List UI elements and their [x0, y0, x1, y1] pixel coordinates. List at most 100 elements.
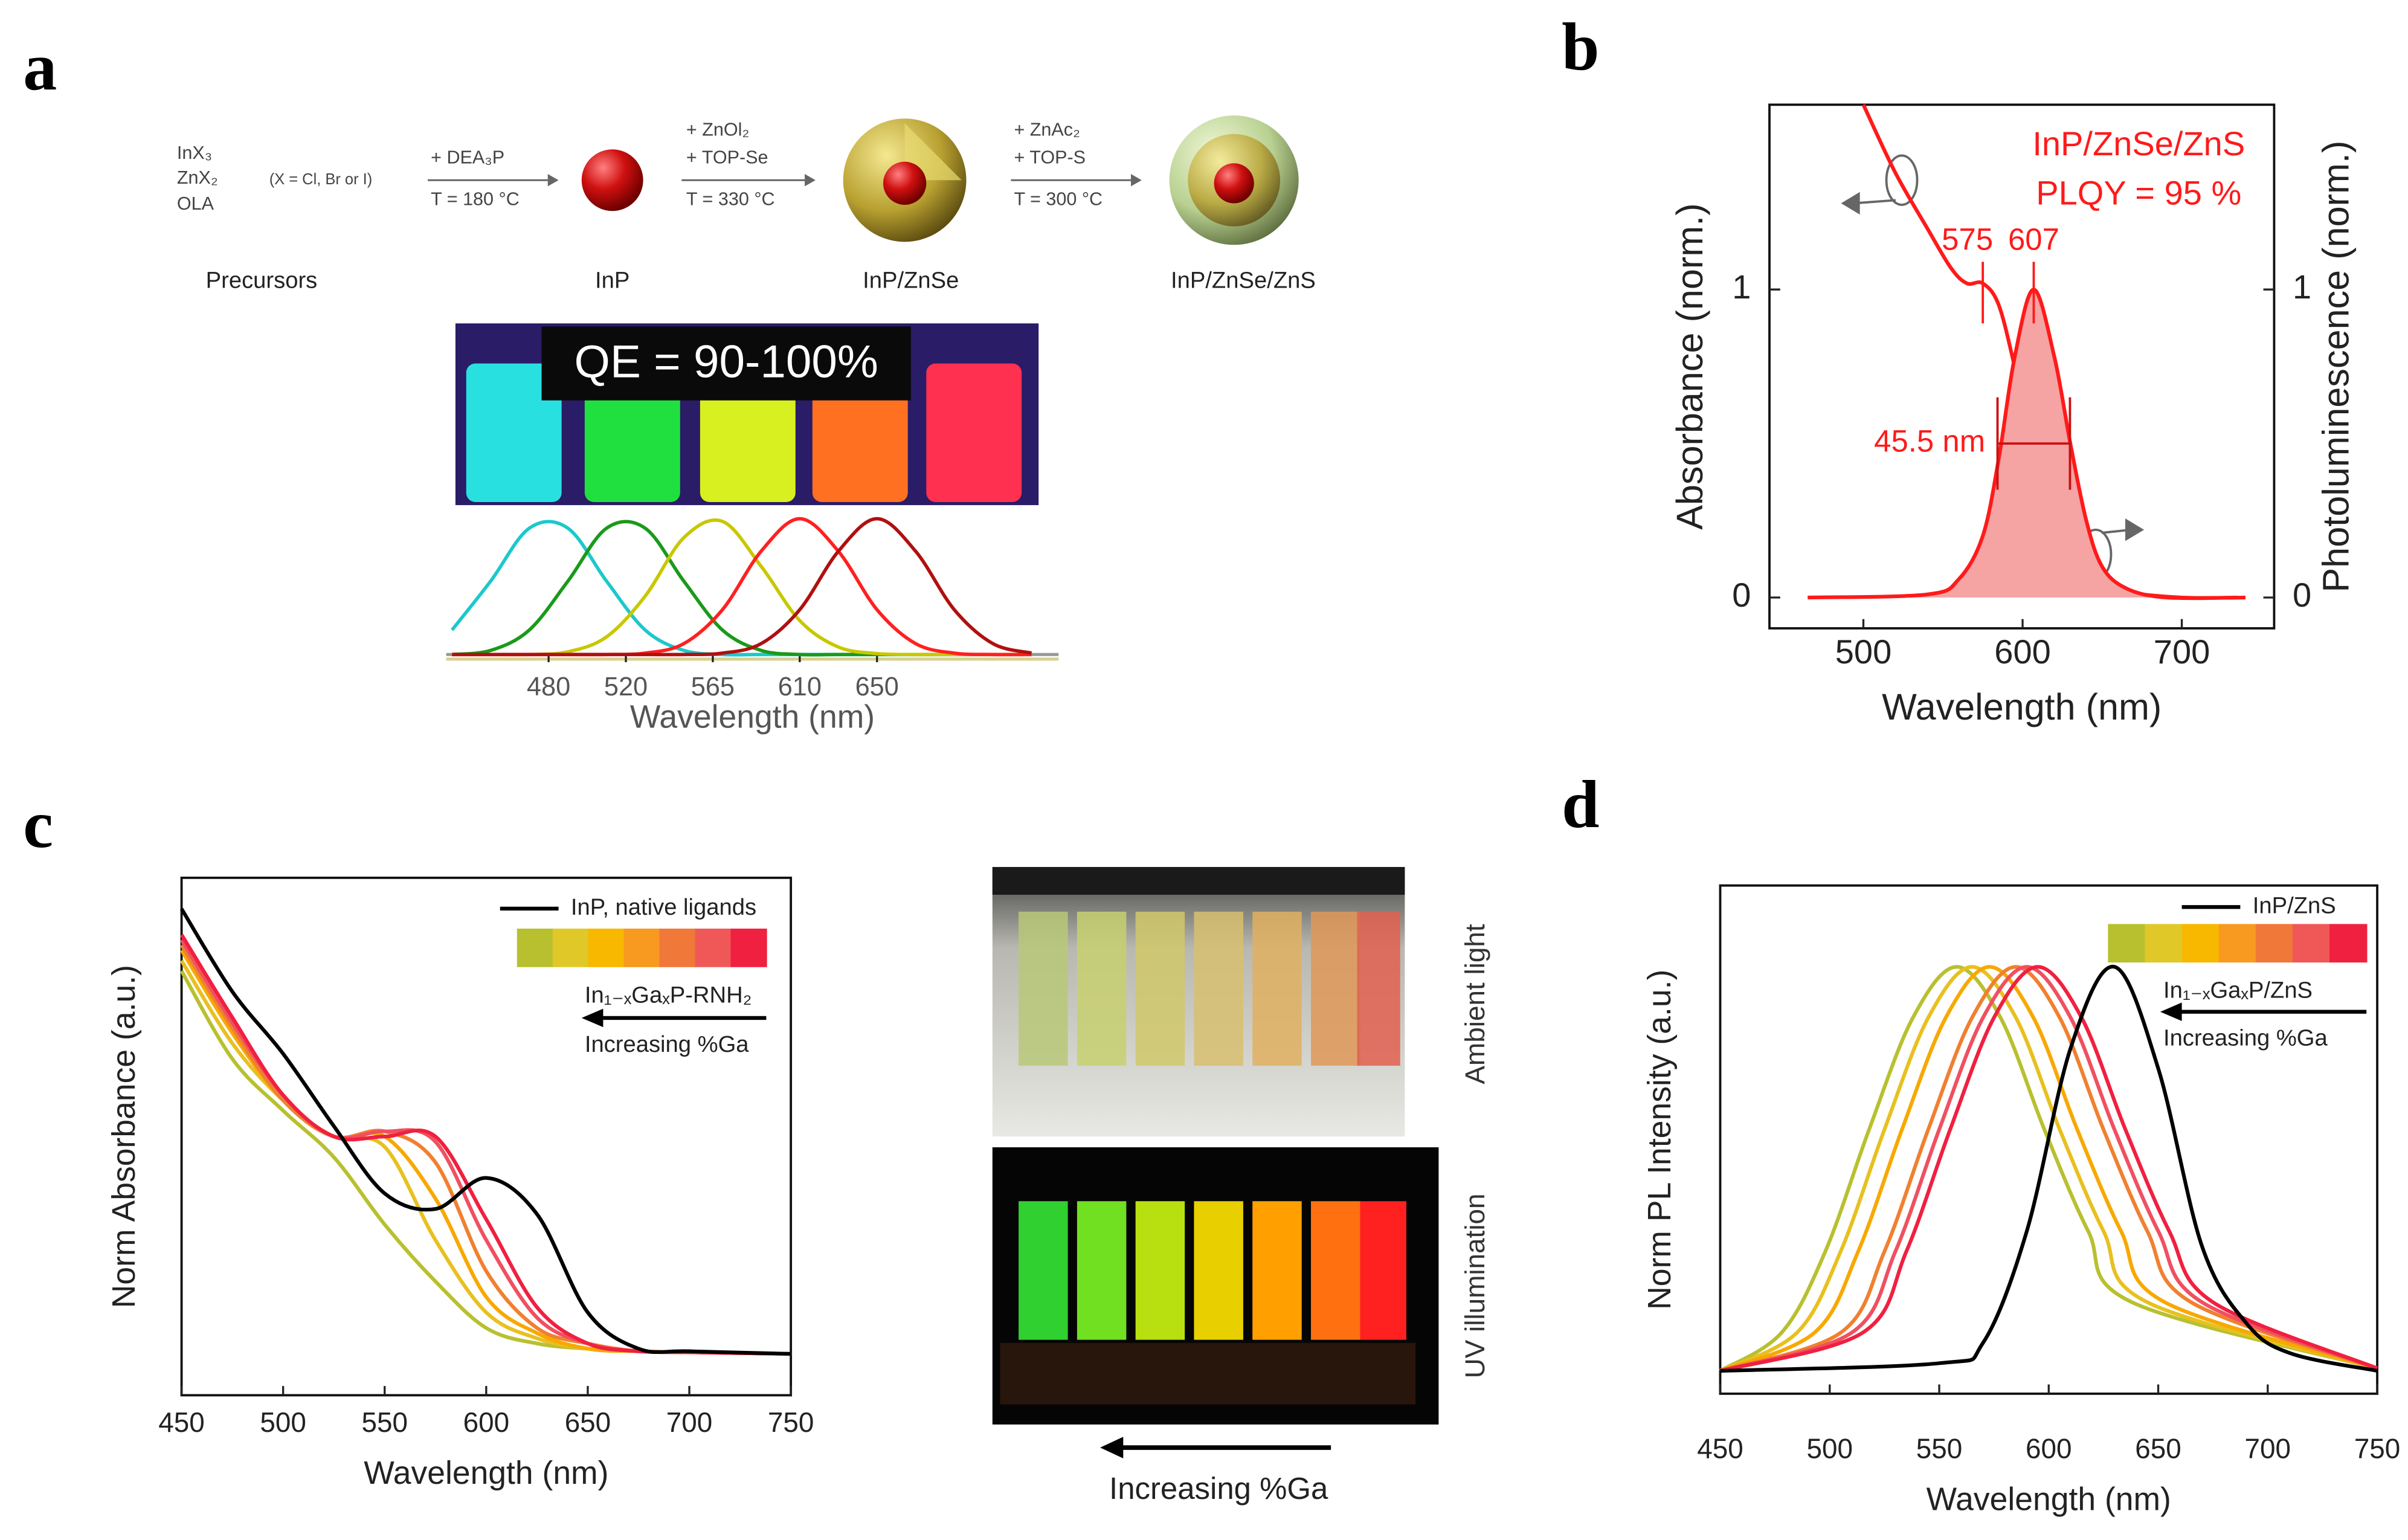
x-tick-label: 700: [666, 1406, 712, 1438]
spectrum-line: [179, 949, 791, 1356]
x-tick-label: 565: [691, 672, 735, 701]
panel-label: c: [23, 787, 53, 862]
panel-label: a: [23, 30, 57, 105]
step-condition: + DEA₃P: [431, 147, 504, 168]
x-tick-label: 450: [1697, 1432, 1743, 1464]
x-axis-label: Wavelength (nm): [630, 699, 875, 735]
precursor: ZnX₂: [177, 167, 218, 188]
colorbar-swatch: [695, 929, 732, 967]
x-tick-label: 750: [2354, 1432, 2400, 1464]
spectrum-line: [1719, 965, 2378, 1373]
colorbar-arrow-label: Increasing %Ga: [585, 1031, 749, 1057]
colorbar-swatch: [730, 929, 767, 967]
colorbar-swatch: [2329, 924, 2368, 963]
peak-label: 575: [1942, 222, 1993, 257]
photo-label: UV illumination: [1459, 1193, 1490, 1378]
product-name: InP: [595, 268, 629, 294]
x-axis-label: Wavelength (nm): [364, 1455, 608, 1491]
x-tick-label: 450: [158, 1406, 204, 1438]
photo-label: Ambient light: [1459, 924, 1490, 1084]
spectrum-line: [179, 907, 791, 1356]
spectrum-line: [1719, 965, 2378, 1373]
product-name: InP/ZnSe: [863, 268, 959, 294]
y-axis-label: Absorbance (norm.): [1669, 203, 1710, 530]
x-tick-label: 700: [2154, 633, 2210, 671]
x-tick-label: 500: [260, 1406, 306, 1438]
step-condition: + ZnOl₂: [686, 120, 749, 140]
y2-axis-label: Photoluminescence (norm.): [2316, 141, 2357, 593]
x-tick-label: 500: [1835, 633, 1891, 671]
spectrum-line: [1719, 965, 2378, 1373]
spectrum-line: [1720, 965, 2378, 1373]
annotation-subtitle: PLQY = 95 %: [2036, 174, 2241, 212]
colorbar-swatch: [623, 929, 660, 967]
x-tick-label: 650: [2135, 1432, 2181, 1464]
x-tick-label: 480: [527, 672, 570, 701]
y-tick-label: 1: [1732, 268, 1751, 306]
colorbar-swatch: [2181, 924, 2220, 963]
colorbar-label: In₁₋ₓGaₓP/ZnS: [2163, 978, 2313, 1004]
arrow-label: Increasing %Ga: [1109, 1471, 1328, 1506]
vial-photo: [455, 323, 1039, 506]
vial-photos: [992, 867, 1439, 1458]
colorbar-arrowhead: [581, 1008, 604, 1028]
spectrum-line: [1719, 965, 2378, 1373]
colorbar-arrow-label: Increasing %Ga: [2163, 1025, 2328, 1051]
colorbar-swatch: [2292, 924, 2331, 963]
x-tick-label: 750: [768, 1406, 814, 1438]
precursor: OLA: [177, 193, 214, 214]
x-axis-label: Wavelength (nm): [1927, 1481, 2171, 1517]
step-condition: + ZnAc₂: [1014, 120, 1080, 140]
panel-label: b: [1562, 10, 1599, 85]
spectrum-line: [452, 518, 1032, 657]
spectrum-line: [452, 517, 1032, 657]
colorbar-swatch: [659, 929, 696, 967]
x-tick-label: 610: [778, 672, 822, 701]
colorbar-swatch: [2108, 924, 2146, 963]
peak-label: 607: [2008, 222, 2059, 257]
colorbar-swatch: [2145, 924, 2183, 963]
product-name: InP/ZnSe/ZnS: [1171, 268, 1316, 294]
x-tick-label: 700: [2245, 1432, 2291, 1464]
colorbar-arrowhead: [2160, 1002, 2182, 1021]
x-tick-label: 500: [1807, 1432, 1853, 1464]
qe-label: QE = 90-100%: [575, 336, 878, 387]
x-tick-label: 650: [565, 1406, 611, 1438]
colorbar-swatch: [2218, 924, 2257, 963]
precursor: InX₃: [177, 143, 212, 163]
legend-label: InP/ZnS: [2253, 892, 2336, 918]
colorbar-label: In₁₋ₓGaₓP-RNH₂: [585, 982, 752, 1008]
annotation-title: InP/ZnSe/ZnS: [2032, 124, 2245, 163]
product-name: Precursors: [206, 268, 318, 294]
x-tick-label: 550: [361, 1406, 407, 1438]
y-axis-label: Norm PL Intensity (a.u.): [1642, 970, 1678, 1310]
spectrum-line: [1808, 288, 2238, 601]
y2-tick-label: 1: [2293, 268, 2311, 306]
x-tick-label: 600: [2026, 1432, 2072, 1464]
x-tick-label: 650: [855, 672, 899, 701]
step-condition: T = 300 °C: [1014, 188, 1103, 209]
step-condition: T = 330 °C: [686, 188, 775, 209]
spectrum-line: [1719, 965, 2378, 1373]
x-axis-label: Wavelength (nm): [1882, 686, 2162, 727]
x-tick-label: 550: [1916, 1432, 1962, 1464]
legend-label: InP, native ligands: [571, 894, 756, 920]
y-tick-label: 0: [1732, 576, 1751, 614]
step-condition: + TOP-Se: [686, 147, 768, 168]
x-tick-label: 600: [463, 1406, 509, 1438]
colorbar-swatch: [517, 929, 553, 967]
step-condition: + TOP-S: [1014, 147, 1086, 168]
y2-tick-label: 0: [2293, 576, 2311, 614]
halide-note: (X = Cl, Br or I): [269, 171, 372, 188]
panel-label: d: [1562, 767, 1599, 842]
fwhm-label: 45.5 nm: [1874, 424, 1985, 459]
x-tick-label: 600: [1994, 633, 2050, 671]
scheme-graphics: [428, 115, 1299, 245]
y-axis-label: Norm Absorbance (a.u.): [106, 965, 142, 1308]
x-tick-label: 520: [604, 672, 648, 701]
colorbar-swatch: [552, 929, 589, 967]
colorbar-swatch: [588, 929, 625, 967]
step-condition: T = 180 °C: [431, 188, 520, 209]
